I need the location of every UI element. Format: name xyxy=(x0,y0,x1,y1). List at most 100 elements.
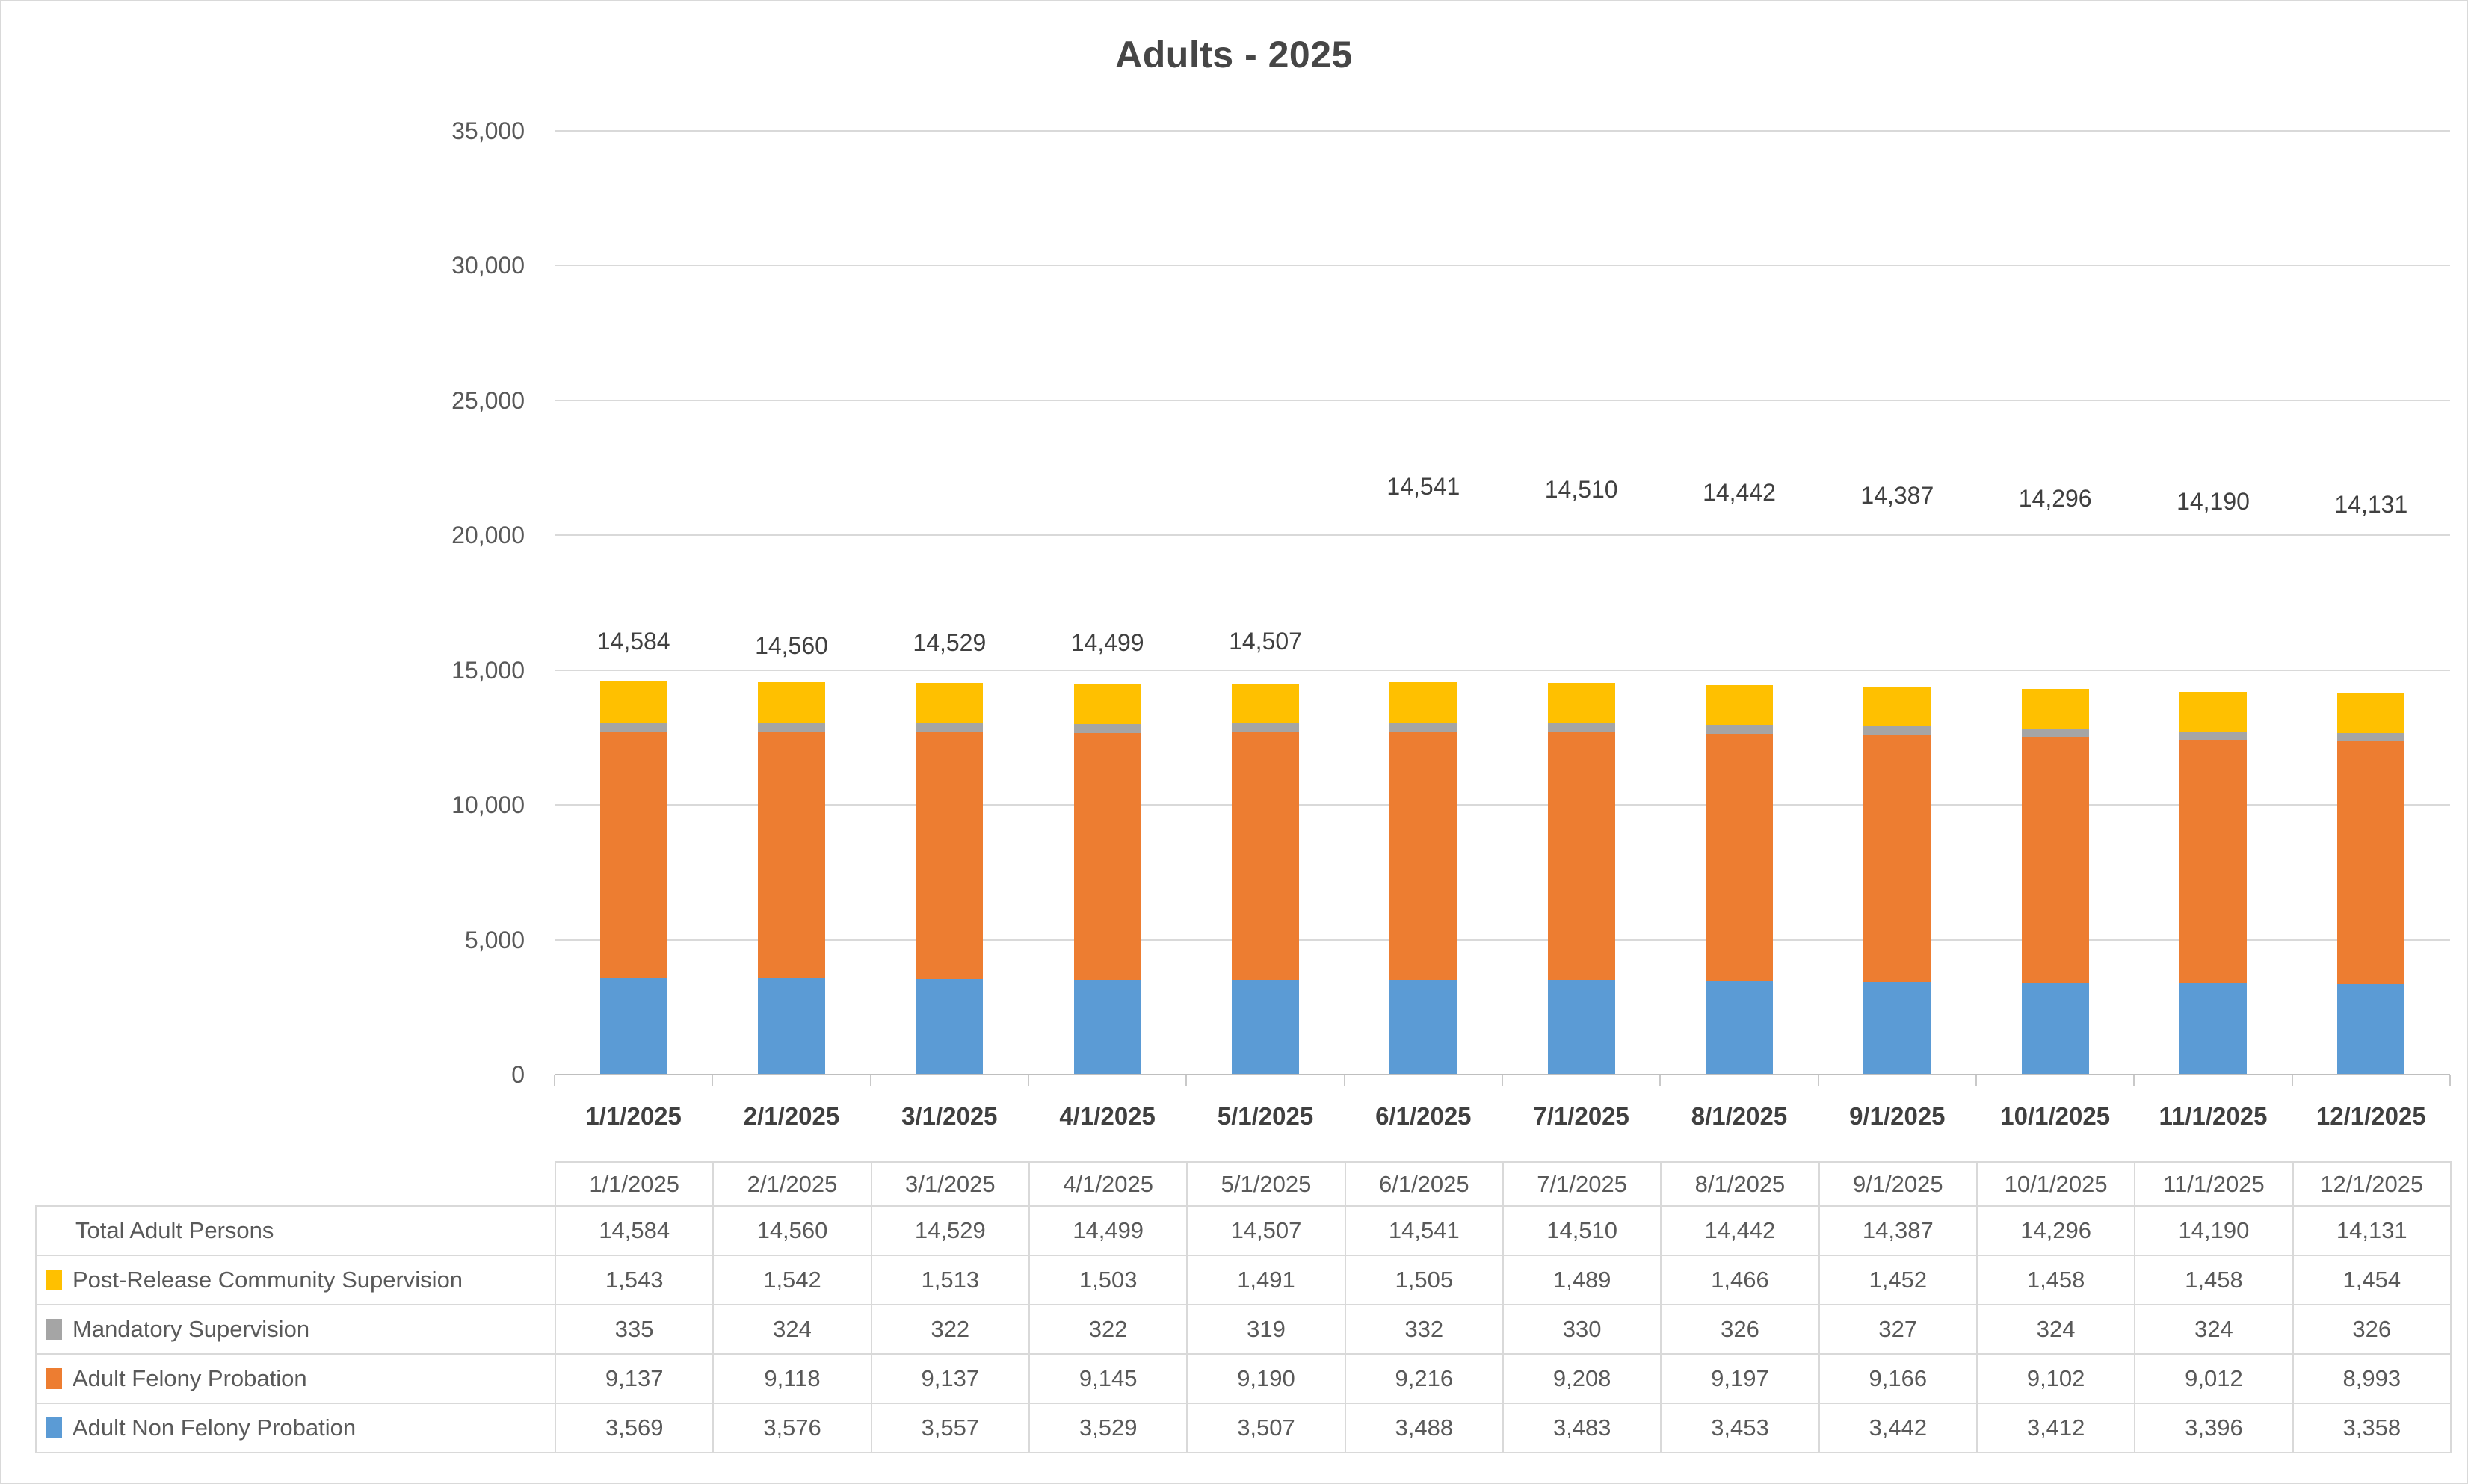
bar-segment xyxy=(1863,726,1931,735)
bar-segment xyxy=(2179,983,2247,1075)
series-name-label: Mandatory Supervision xyxy=(73,1316,310,1342)
bar-segment xyxy=(1706,684,1773,725)
data-table-value-cell: 1,491 xyxy=(1186,1255,1346,1305)
data-table-date-header: 12/1/2025 xyxy=(2292,1161,2452,1207)
bar-segment xyxy=(1706,724,1773,734)
data-table-row-label: Mandatory Supervision xyxy=(35,1304,556,1355)
data-table-value-cell: 9,102 xyxy=(1975,1353,2136,1404)
data-table-date-header: 7/1/2025 xyxy=(1502,1161,1662,1207)
data-table-value-cell: 1,452 xyxy=(1818,1255,1978,1305)
data-table-date-header: 5/1/2025 xyxy=(1186,1161,1346,1207)
bar-segment xyxy=(1232,732,1299,980)
total-data-label: 14,507 xyxy=(1229,628,1302,655)
data-table-value-cell: 9,012 xyxy=(2134,1353,2294,1404)
x-axis-category-label: 9/1/2025 xyxy=(1849,1102,1946,1130)
total-data-label: 14,190 xyxy=(2177,488,2250,515)
data-table-value-cell: 1,503 xyxy=(1028,1255,1188,1305)
data-table-value-cell: 9,190 xyxy=(1186,1353,1346,1404)
total-data-label: 14,296 xyxy=(2018,485,2092,512)
data-table-date-header: 4/1/2025 xyxy=(1028,1161,1188,1207)
total-data-label: 14,442 xyxy=(1703,479,1776,506)
data-table-value-cell: 319 xyxy=(1186,1304,1346,1355)
x-axis-tick xyxy=(1502,1075,1503,1086)
total-data-label: 14,499 xyxy=(1070,629,1144,656)
data-table-value-cell: 9,208 xyxy=(1502,1353,1662,1404)
data-table-value-cell: 14,560 xyxy=(712,1205,872,1256)
total-data-label: 14,387 xyxy=(1860,482,1934,509)
x-axis-tick xyxy=(554,1075,555,1086)
gridline xyxy=(555,804,2450,806)
bar-segment xyxy=(1389,980,1457,1075)
data-table-value-cell: 1,542 xyxy=(712,1255,872,1305)
bar-segment xyxy=(2337,732,2405,742)
data-table-value-cell: 9,145 xyxy=(1028,1353,1188,1404)
gridline xyxy=(555,669,2450,671)
gridline xyxy=(555,939,2450,941)
total-data-label: 14,529 xyxy=(913,629,987,656)
data-table-value-cell: 3,529 xyxy=(1028,1403,1188,1453)
data-table-value-cell: 1,454 xyxy=(2292,1255,2452,1305)
x-axis-category-label: 2/1/2025 xyxy=(743,1102,840,1130)
data-table-value-cell: 14,529 xyxy=(870,1205,1030,1256)
data-table-row-label: Total Adult Persons xyxy=(35,1205,556,1256)
bar-segment xyxy=(1547,723,1615,733)
data-table-value-cell: 326 xyxy=(1660,1304,1820,1355)
data-table-date-header: 8/1/2025 xyxy=(1660,1161,1820,1207)
bar-segment xyxy=(2021,728,2089,738)
data-table-value-cell: 14,507 xyxy=(1186,1205,1346,1256)
bar-segment xyxy=(916,732,984,979)
data-table-row-label: Adult Non Felony Probation xyxy=(35,1403,556,1453)
bar-segment xyxy=(1073,732,1141,980)
bar-segment xyxy=(1232,683,1299,724)
data-table-value-cell: 330 xyxy=(1502,1304,1662,1355)
bar-segment xyxy=(1232,723,1299,732)
data-table-date-header: 2/1/2025 xyxy=(712,1161,872,1207)
bar-segment xyxy=(599,732,667,979)
data-table-value-cell: 1,466 xyxy=(1660,1255,1820,1305)
bar-segment xyxy=(599,681,667,723)
data-table-date-header: 11/1/2025 xyxy=(2134,1161,2294,1207)
x-axis-tick xyxy=(2449,1075,2451,1086)
gridline xyxy=(555,399,2450,401)
data-table-row: Adult Felony Probation 9,137 9,118 9,137 9,1… xyxy=(35,1353,2452,1404)
y-axis-tick-label: 10,000 xyxy=(451,791,525,819)
data-table-value-cell: 322 xyxy=(1028,1304,1188,1355)
data-table-value-cell: 14,190 xyxy=(2134,1205,2294,1256)
y-axis-tick-label: 15,000 xyxy=(451,656,525,684)
data-table-value-cell: 1,505 xyxy=(1344,1255,1504,1305)
bar-segment xyxy=(758,732,825,978)
legend-key-icon xyxy=(46,1319,62,1340)
data-table-date-header: 6/1/2025 xyxy=(1344,1161,1504,1207)
x-axis-tick xyxy=(1343,1075,1345,1086)
gridline xyxy=(555,265,2450,267)
data-table-value-cell: 3,569 xyxy=(554,1403,715,1453)
x-axis-tick xyxy=(869,1075,871,1086)
data-table-value-cell: 9,137 xyxy=(870,1353,1030,1404)
data-table-value-cell: 3,507 xyxy=(1186,1403,1346,1453)
data-table-row-label: Adult Felony Probation xyxy=(35,1353,556,1404)
bar-segment xyxy=(916,682,984,724)
data-table-date-header: 1/1/2025 xyxy=(554,1161,715,1207)
series-name-label: Post-Release Community Supervision xyxy=(73,1267,463,1293)
x-axis-category-label: 4/1/2025 xyxy=(1059,1102,1156,1130)
data-table-value-cell: 14,510 xyxy=(1502,1205,1662,1256)
data-table-value-cell: 14,584 xyxy=(554,1205,715,1256)
data-table-value-cell: 3,557 xyxy=(870,1403,1030,1453)
data-table-header-row: 1/1/2025 2/1/2025 3/1/2025 4/1/2025 5/1/2025… xyxy=(36,1161,2452,1207)
series-name-label: Adult Felony Probation xyxy=(73,1365,307,1391)
bar-segment xyxy=(1073,724,1141,733)
bar-segment xyxy=(1706,981,1773,1075)
data-table-value-cell: 3,396 xyxy=(2134,1403,2294,1453)
bar-segment xyxy=(1863,735,1931,982)
bar-segment xyxy=(2021,689,2089,729)
data-table-row: Post-Release Community Supervision 1,543 1… xyxy=(35,1255,2452,1305)
x-axis-tick xyxy=(712,1075,714,1086)
data-table-value-cell: 3,453 xyxy=(1660,1403,1820,1453)
data-table-value-cell: 335 xyxy=(554,1304,715,1355)
x-axis-category-label: 3/1/2025 xyxy=(901,1102,998,1130)
total-data-label: 14,560 xyxy=(755,632,828,659)
x-axis-tick xyxy=(1028,1075,1029,1086)
bar-segment xyxy=(2337,983,2405,1075)
